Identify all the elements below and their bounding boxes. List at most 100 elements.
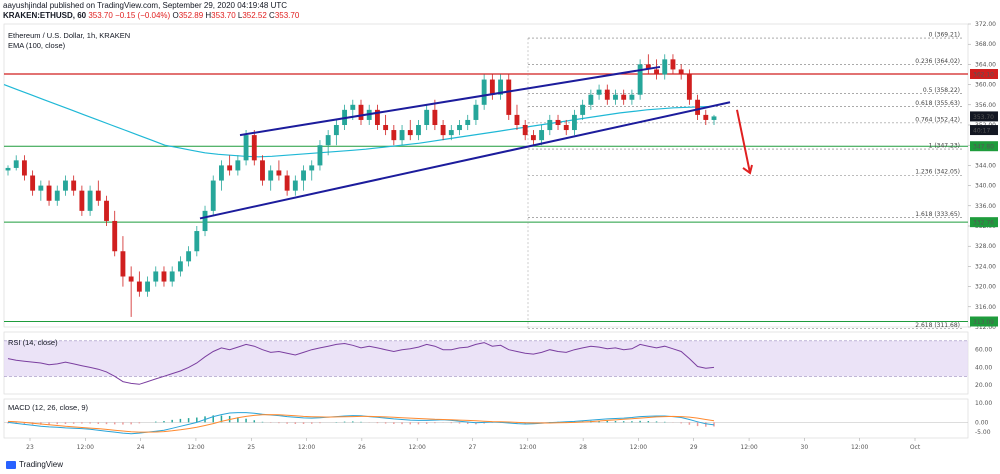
- candle-body: [5, 167, 11, 171]
- tradingview-logo-icon: [6, 460, 16, 469]
- candle-body: [604, 89, 610, 100]
- price-axis-tick-label: 344.00: [975, 162, 996, 169]
- candle-body: [637, 64, 643, 95]
- fib-level-label: 1.618 (333.65): [915, 211, 960, 218]
- forecast-arrow-head: [742, 164, 753, 175]
- macd-pane-frame: [3, 398, 969, 439]
- rsi-line: [7, 342, 715, 385]
- tradingview-logo-text: TradingView: [19, 460, 64, 469]
- candle-body: [292, 180, 298, 191]
- close-value: 353.70: [274, 11, 300, 20]
- low-label: L: [237, 11, 243, 20]
- candle-body: [325, 135, 331, 146]
- ema-legend: EMA (100, close): [8, 41, 66, 50]
- price-axis-tick-label: 316.00: [975, 304, 996, 311]
- fib-level-label: 0.236 (364.02): [915, 58, 960, 65]
- candle-body: [153, 271, 159, 282]
- price-badge: [970, 217, 998, 228]
- rsi-band: [4, 340, 968, 377]
- high-value: 353.70: [211, 11, 236, 20]
- candle-body: [202, 210, 208, 232]
- time-axis-label: 26: [358, 444, 366, 451]
- candle-body: [629, 94, 635, 100]
- main-chart-title: Ethereum / U.S. Dollar, 1h, KRAKEN: [8, 31, 131, 40]
- candle-body: [309, 165, 315, 171]
- candle-body: [317, 145, 323, 166]
- candle-body: [703, 114, 709, 120]
- price-axis-tick-label: 340.00: [975, 183, 996, 190]
- open-label: O: [172, 11, 179, 20]
- price-badge-label: 332.76: [973, 220, 994, 227]
- candle-body: [580, 104, 586, 115]
- candle-body: [473, 104, 479, 120]
- time-axis-label: Oct: [910, 444, 921, 451]
- candle-body: [489, 79, 495, 95]
- price-badge: [970, 141, 998, 152]
- candle-body: [333, 125, 339, 136]
- candle-body: [243, 135, 249, 161]
- candle-body: [678, 69, 684, 75]
- price-badge-label: 362.10: [973, 71, 994, 78]
- open-value: 352.89: [178, 11, 204, 20]
- rsi-axis-label: 20.00: [975, 382, 992, 389]
- candle-body: [514, 114, 520, 125]
- candle-body: [301, 170, 306, 181]
- candle-body: [54, 190, 60, 201]
- candle-body: [539, 130, 545, 141]
- close-label: C: [269, 11, 275, 20]
- candle-body: [547, 119, 553, 131]
- candle-body: [686, 74, 692, 100]
- candle-body: [235, 160, 241, 171]
- fib-level-label: 0.618 (355.63): [915, 100, 960, 107]
- candle-body: [63, 180, 68, 191]
- macd-axis-label: 0.00: [975, 419, 989, 426]
- rsi-axis-label: 60.00: [975, 347, 992, 354]
- candle-body: [596, 89, 602, 95]
- fib-level-label: 0 (369.21): [929, 32, 960, 39]
- time-axis-label: 12:00: [740, 444, 757, 451]
- price-axis-tick-label: 360.00: [975, 82, 996, 89]
- price-badge-label: 353.70: [973, 114, 994, 121]
- price-axis-tick-label: 312.00: [975, 324, 996, 331]
- candle-body: [79, 190, 85, 211]
- candle-body: [128, 276, 134, 282]
- candle-body: [112, 220, 118, 252]
- candle-body: [161, 271, 167, 282]
- candle-body: [522, 125, 528, 136]
- price-badge: [970, 125, 998, 136]
- candle-body: [407, 130, 413, 136]
- candle-body: [186, 251, 192, 262]
- candle-body: [563, 125, 569, 131]
- time-axis-label: 29: [690, 444, 698, 451]
- time-axis-label: 28: [579, 444, 587, 451]
- candle-body: [268, 170, 274, 181]
- time-axis-label: 24: [137, 444, 145, 451]
- price-axis-tick-label: 324.00: [975, 263, 996, 270]
- time-axis-label: 12:00: [851, 444, 868, 451]
- macd-line: [7, 412, 715, 435]
- candle-body: [358, 104, 364, 120]
- price-axis-tick-label: 328.00: [975, 243, 996, 250]
- candle-body: [621, 94, 627, 100]
- price-badge: [970, 68, 998, 79]
- price-axis-tick-label: 364.00: [975, 61, 996, 68]
- lower-trend-line: [199, 101, 731, 220]
- macd-signal-line: [7, 414, 715, 433]
- candle-body: [169, 271, 175, 282]
- tradingview-logo[interactable]: TradingView: [6, 460, 63, 469]
- candle-body: [391, 130, 397, 141]
- price-axis-tick-label: 372.00: [975, 21, 996, 28]
- price-badge-label: 313.09: [973, 319, 994, 326]
- time-axis-label: 27: [469, 444, 477, 451]
- rsi-legend: RSI (14, close): [8, 338, 58, 347]
- candle-body: [145, 281, 150, 292]
- macd-axis-label: 10.00: [975, 400, 992, 407]
- publisher-line: aayushjindal published on TradingView.co…: [3, 1, 288, 10]
- high-label: H: [205, 11, 212, 20]
- candle-body: [87, 190, 93, 211]
- candle-body: [572, 114, 577, 131]
- forecast-arrow-shaft: [736, 109, 751, 174]
- candle-body: [38, 185, 44, 191]
- fib-level-label: 0.5 (358.22): [923, 87, 960, 94]
